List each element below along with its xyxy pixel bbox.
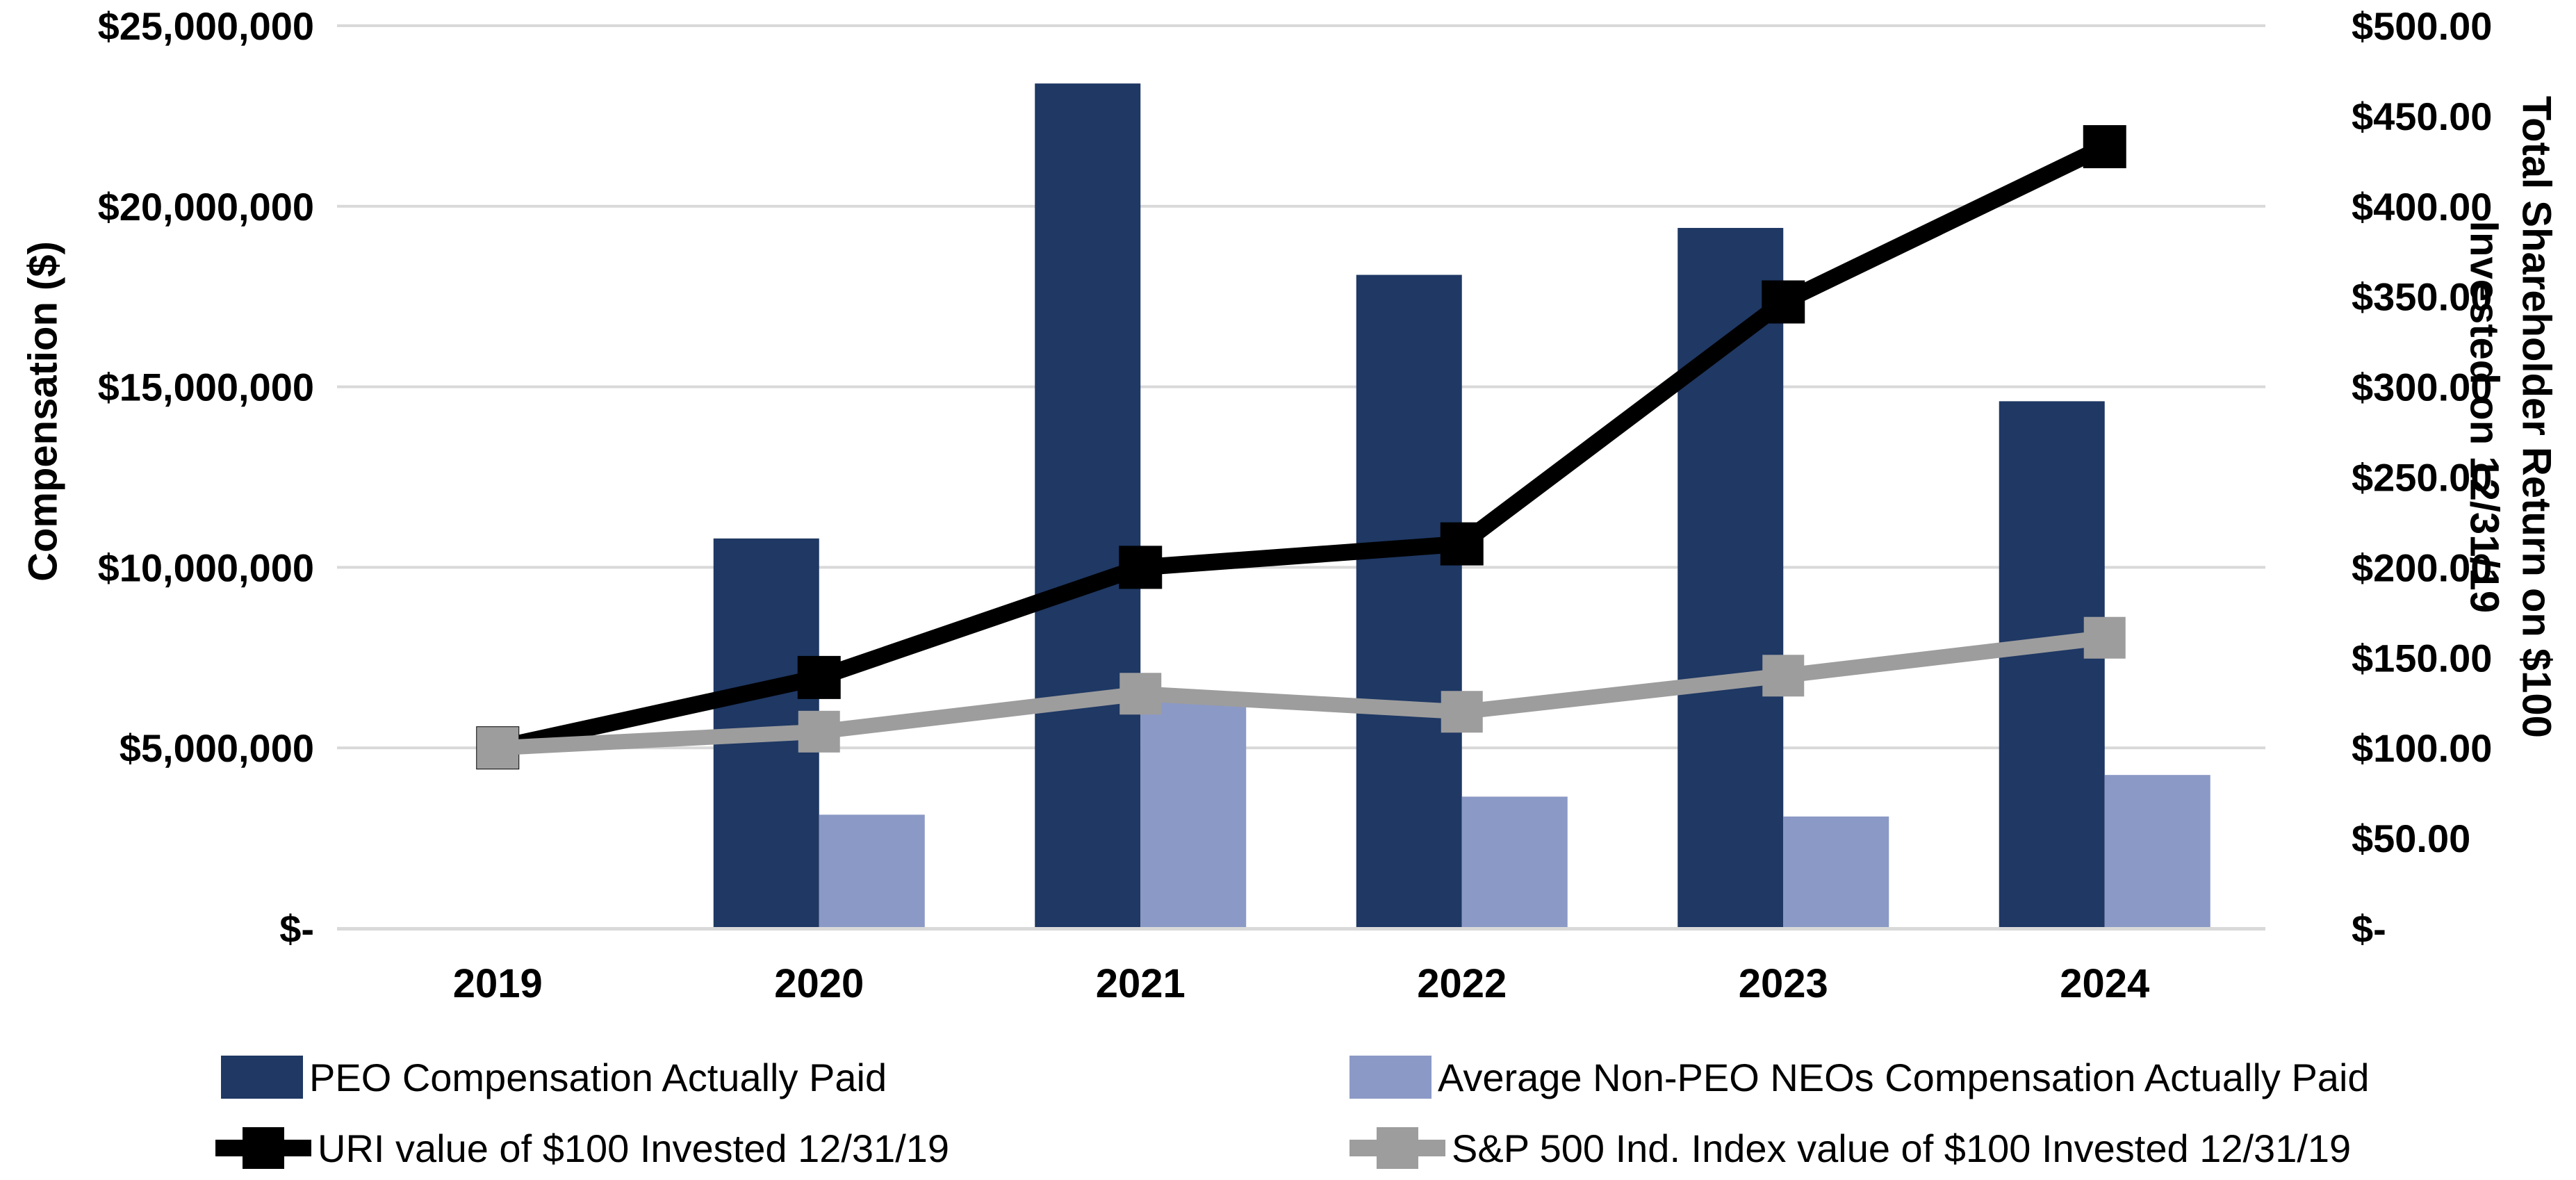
legend-label-uri: URI value of $100 Invested 12/31/19 — [318, 1126, 950, 1170]
gridline-5 — [337, 24, 2265, 27]
left-axis-title: Compensation ($) — [20, 241, 66, 582]
bar-peo-2021 — [1035, 83, 1141, 929]
left-tick-label-1: $5,000,000 — [120, 726, 314, 770]
legend-marker-uri-icon — [215, 1126, 311, 1170]
right-tick-label-10: $500.00 — [2352, 4, 2492, 48]
right-tick-label-6: $300.00 — [2352, 366, 2492, 409]
right-tick-label-1: $50.00 — [2352, 817, 2470, 860]
right-tick-label-9: $450.00 — [2352, 95, 2492, 138]
legend-marker-sp500-icon — [1349, 1126, 1445, 1170]
uri-marker-2021 — [1119, 546, 1163, 589]
legend-label-sp500: S&P 500 Ind. Index value of $100 Investe… — [1452, 1126, 2352, 1170]
bar-nonpeo-2022 — [1461, 796, 1568, 928]
bar-nonpeo-2020 — [819, 814, 925, 928]
gridline-2 — [337, 566, 2265, 569]
right-tick-label-5: $250.00 — [2352, 456, 2492, 500]
left-tick-label-4: $20,000,000 — [98, 185, 314, 229]
bar-peo-2024 — [1999, 401, 2105, 928]
legend-swatch-peo-icon — [221, 1056, 303, 1099]
sp500-marker-2022 — [1441, 691, 1483, 733]
uri-marker-2022 — [1440, 522, 1484, 566]
right-tick-label-2: $100.00 — [2352, 726, 2492, 770]
legend-label-peo: PEO Compensation Actually Paid — [309, 1055, 887, 1099]
bar-nonpeo-2023 — [1783, 816, 1889, 928]
right-tick-label-0: $- — [2352, 907, 2386, 951]
sp500-marker-2019 — [477, 727, 519, 769]
right-tick-label-8: $400.00 — [2352, 185, 2492, 229]
legend-item-uri: URI value of $100 Invested 12/31/19 — [215, 1126, 949, 1170]
year-label-2020: 2020 — [774, 961, 864, 1006]
legend-item-sp500: S&P 500 Ind. Index value of $100 Investe… — [1349, 1126, 2351, 1170]
year-label-2022: 2022 — [1417, 961, 1507, 1006]
left-tick-label-0: $- — [279, 907, 314, 951]
year-label-2021: 2021 — [1096, 961, 1186, 1006]
year-label-2023: 2023 — [1739, 961, 1828, 1006]
x-axis-line — [337, 927, 2265, 931]
uri-marker-2023 — [1762, 280, 1805, 324]
sp500-marker-2021 — [1119, 673, 1162, 715]
uri-marker-2020 — [797, 655, 841, 699]
legend-label-nonpeo: Average Non-PEO NEOs Compensation Actual… — [1438, 1055, 2370, 1099]
bar-nonpeo-2024 — [2104, 775, 2210, 928]
right-tick-label-4: $200.00 — [2352, 546, 2492, 589]
left-tick-label-2: $10,000,000 — [98, 546, 314, 589]
year-label-2019: 2019 — [453, 961, 543, 1006]
bar-nonpeo-2021 — [1140, 694, 1247, 928]
year-label-2024: 2024 — [2060, 961, 2149, 1006]
sp500-line — [497, 630, 2106, 756]
gridline-3 — [337, 385, 2265, 388]
sp500-marker-2024 — [2083, 616, 2126, 659]
right-tick-label-3: $150.00 — [2352, 636, 2492, 680]
sp500-marker-2023 — [1762, 655, 1805, 697]
right-tick-label-7: $350.00 — [2352, 275, 2492, 319]
right-axis-title-line1: Total Shareholder Return on $100 — [2513, 96, 2559, 738]
gridline-4 — [337, 204, 2265, 208]
legend-item-nonpeo: Average Non-PEO NEOs Compensation Actual… — [1349, 1055, 2370, 1099]
legend-swatch-nonpeo-icon — [1349, 1056, 1431, 1099]
left-tick-label-3: $15,000,000 — [98, 366, 314, 409]
left-tick-label-5: $25,000,000 — [98, 4, 314, 48]
sp500-marker-2020 — [798, 710, 840, 753]
gridline-1 — [337, 746, 2265, 750]
legend-item-peo: PEO Compensation Actually Paid — [221, 1055, 887, 1099]
uri-marker-2024 — [2083, 125, 2126, 169]
uri-line — [495, 139, 2108, 756]
right-axis-title-line2: Invested on 12/31/19 — [2461, 220, 2507, 614]
right-axis-title: Total Shareholder Return on $100 Investe… — [2458, 96, 2563, 738]
bar-peo-2022 — [1356, 274, 1462, 928]
